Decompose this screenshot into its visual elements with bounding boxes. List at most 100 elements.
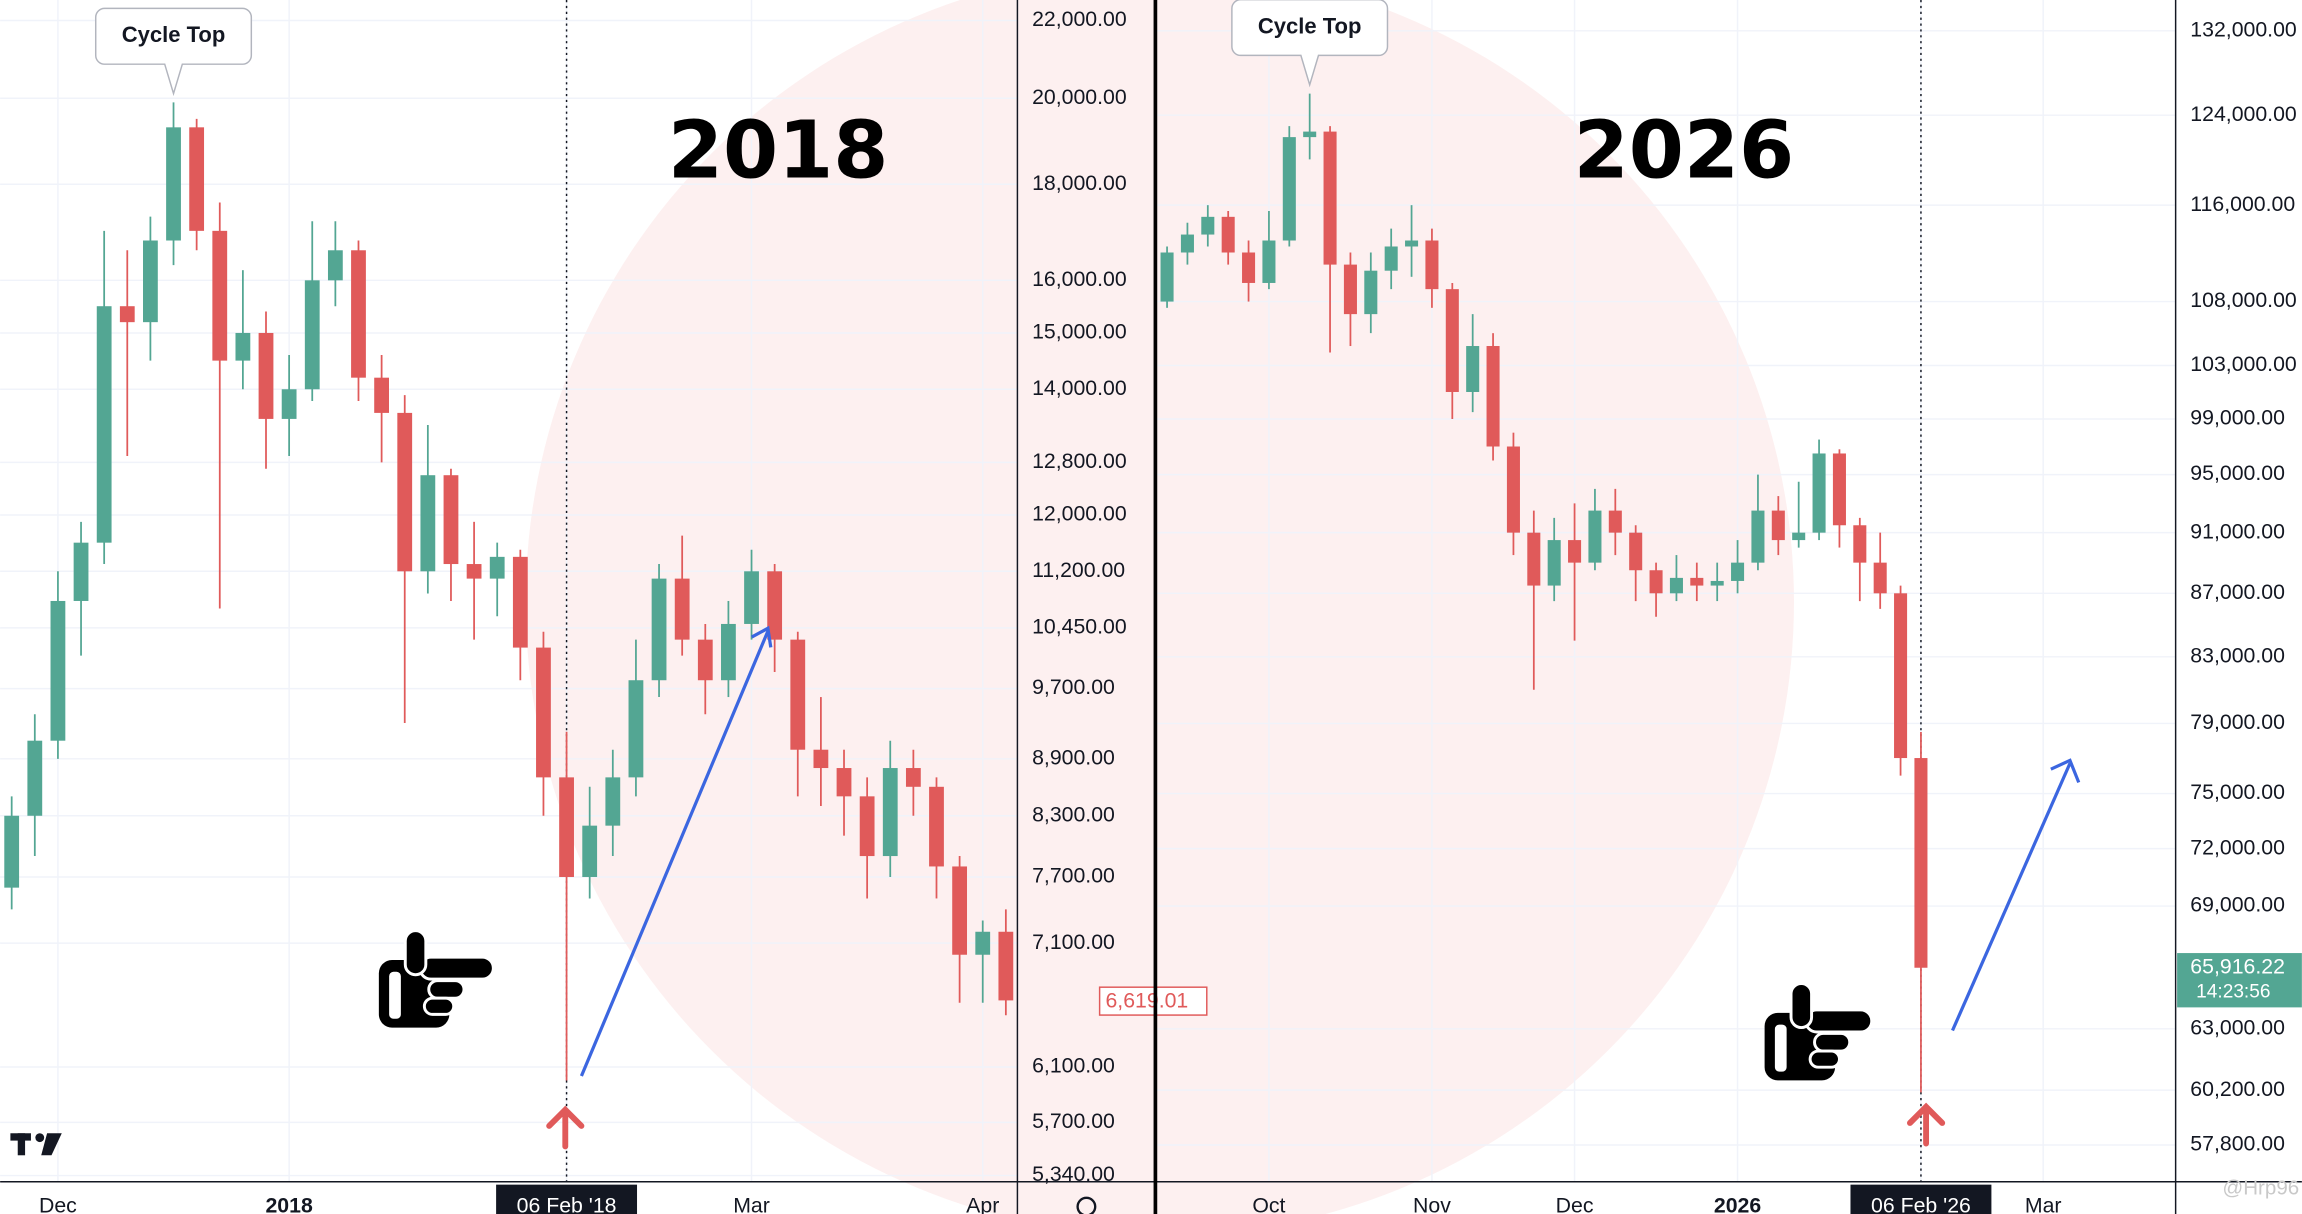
- marker-arrows: [546, 1102, 1946, 1150]
- candle-body: [1649, 570, 1663, 594]
- candle-body: [1506, 446, 1520, 533]
- candle-body: [1690, 577, 1704, 586]
- hand-icon: [378, 929, 495, 1028]
- candle-body: [744, 571, 759, 624]
- y-tick-label: 57,800.00: [2190, 1132, 2285, 1156]
- candle-body: [212, 230, 228, 361]
- chart-title: 2018: [668, 104, 889, 197]
- candle-body: [1221, 216, 1235, 253]
- candle-body: [628, 680, 644, 778]
- hand-icon: [1764, 982, 1874, 1081]
- candle-body: [466, 564, 482, 579]
- y-tick-label: 99,000.00: [2190, 406, 2285, 430]
- candle-body: [443, 475, 459, 565]
- x-tick-label: 06 Feb '26: [1871, 1193, 1971, 1214]
- y-tick-label: 7,700.00: [1032, 864, 1115, 888]
- x-tick-label: Oct: [1252, 1193, 1285, 1214]
- candle-body: [1486, 346, 1500, 447]
- arrow-head: [2050, 758, 2081, 784]
- candle-body: [1710, 580, 1724, 586]
- y-tick-label: 15,000.00: [1032, 320, 1127, 344]
- candle-body: [1731, 562, 1745, 581]
- x-label-highlight: [1850, 1184, 1992, 1214]
- x-tick-label: Dec: [39, 1193, 77, 1214]
- candle-body: [1894, 593, 1908, 759]
- candle-body: [1914, 758, 1928, 968]
- candle-body: [1527, 532, 1541, 586]
- y-tick-label: 108,000.00: [2190, 288, 2296, 312]
- y-tick-label: 69,000.00: [2190, 893, 2285, 917]
- candle-body: [1364, 270, 1378, 315]
- settings-icon[interactable]: [1076, 1196, 1097, 1214]
- candle-body: [1669, 577, 1683, 594]
- trend-arrow: [1951, 762, 2072, 1032]
- x-tick-label: 2026: [1714, 1193, 1761, 1214]
- y-tick-label: 14,000.00: [1032, 376, 1127, 400]
- y-tick-label: 9,700.00: [1032, 675, 1115, 699]
- y-tick-label: 20,000.00: [1032, 85, 1127, 109]
- y-tick-label: 7,100.00: [1032, 930, 1115, 954]
- candle-body: [1629, 532, 1643, 571]
- annotation: Cycle Top: [122, 22, 226, 47]
- candle-body: [1751, 510, 1765, 563]
- y-tick-label: 91,000.00: [2190, 519, 2285, 543]
- candle-body: [4, 815, 20, 888]
- candle-body: [50, 600, 66, 741]
- candle-body: [143, 240, 158, 323]
- y-tick-label: 95,000.00: [2190, 461, 2285, 485]
- candle-body: [1873, 562, 1887, 594]
- price-tag: [2177, 953, 2302, 1008]
- y-tick-label: 87,000.00: [2190, 580, 2285, 604]
- y-tick-label: 75,000.00: [2190, 780, 2285, 804]
- x-tick-label: Mar: [733, 1193, 770, 1214]
- arrow-head: [750, 625, 773, 648]
- candle-body: [1180, 234, 1194, 253]
- candle-body: [351, 250, 366, 378]
- price-tag-label: 65,916.22: [2190, 954, 2285, 978]
- candle-body: [304, 280, 320, 390]
- candle-body: [258, 332, 274, 419]
- candle-body: [1384, 246, 1398, 271]
- candle-body: [1547, 540, 1561, 586]
- chart-title: 2026: [1574, 104, 1795, 197]
- x-tick-label: Mar: [2025, 1193, 2062, 1214]
- candle-body: [1282, 137, 1296, 241]
- callout-box: [94, 7, 253, 97]
- candle-body: [952, 866, 968, 955]
- x-tick-label: 06 Feb '18: [517, 1193, 617, 1214]
- y-tick-label: 116,000.00: [2190, 192, 2295, 216]
- candle-body: [374, 377, 390, 413]
- candle-body: [697, 639, 713, 681]
- annotation: Cycle Top: [1258, 13, 1362, 38]
- y-tick-label: 12,800.00: [1032, 449, 1127, 473]
- y-tick-label: 72,000.00: [2190, 835, 2285, 859]
- price-tag: [1098, 986, 1208, 1016]
- candle-body: [882, 768, 898, 857]
- candle-body: [1568, 540, 1582, 563]
- candle-body: [327, 250, 343, 281]
- candle-body: [1608, 510, 1622, 533]
- callout-box: [1231, 0, 1389, 88]
- y-tick-label: 63,000.00: [2190, 1015, 2285, 1039]
- y-tick-label: 124,000.00: [2190, 102, 2296, 126]
- up-arrow: [546, 1105, 585, 1150]
- candle-body: [721, 623, 736, 681]
- x-tick-label: Nov: [1413, 1193, 1451, 1214]
- candle-body: [674, 578, 690, 640]
- x-tick-label: Apr: [966, 1193, 999, 1214]
- candle-body: [1323, 131, 1337, 265]
- candle-body: [489, 556, 505, 579]
- y-tick-label: 132,000.00: [2190, 17, 2296, 41]
- candle-body: [605, 777, 621, 826]
- logo: [10, 1133, 62, 1156]
- candle-body: [998, 931, 1014, 1001]
- y-tick-label: 79,000.00: [2190, 710, 2285, 734]
- trend-arrow: [579, 630, 770, 1077]
- y-tick-label: 83,000.00: [2190, 643, 2285, 667]
- candle-body: [1466, 346, 1480, 392]
- candle-body: [119, 306, 135, 323]
- background-watermark: [525, 0, 1794, 1214]
- y-tick-label: 12,000.00: [1032, 502, 1127, 526]
- candle-body: [836, 768, 852, 797]
